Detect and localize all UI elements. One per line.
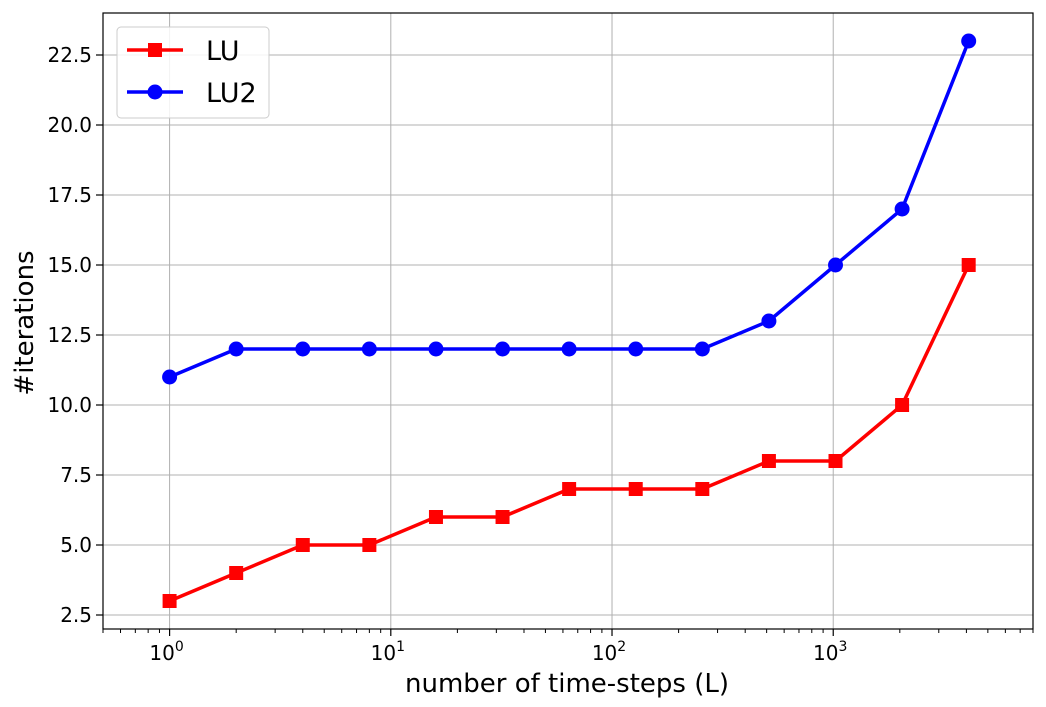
legend-marker-lu (148, 43, 162, 57)
plot-frame (102, 12, 1034, 630)
data-point-lu2 (295, 341, 311, 357)
legend: LU LU2 (116, 26, 270, 119)
y-tick-label: 15.0 (47, 253, 92, 277)
data-point-lu (695, 482, 710, 496)
data-point-lu2 (561, 341, 577, 357)
data-point-lu (362, 538, 377, 552)
plot-series (162, 33, 977, 608)
x-tick-label: 102 (592, 639, 626, 665)
y-tick-label: 10.0 (47, 393, 92, 417)
legend-marker-lu2 (147, 84, 163, 100)
data-point-lu2 (828, 257, 844, 273)
x-tick-label: 103 (813, 639, 847, 665)
data-point-lu2 (361, 341, 377, 357)
data-point-lu2 (694, 341, 710, 357)
y-tick-label: 22.5 (47, 43, 92, 67)
data-point-lu2 (228, 341, 244, 357)
data-point-lu2 (428, 341, 444, 357)
y-tick-label: 2.5 (60, 603, 92, 627)
legend-label-lu2: LU2 (206, 78, 257, 109)
data-point-lu (162, 594, 177, 608)
series-line-lu (168, 264, 971, 603)
series-lu (162, 258, 976, 608)
data-point-lu (428, 510, 443, 524)
y-axis-title: #iterations (10, 250, 40, 395)
series-lu2 (162, 33, 977, 385)
data-point-lu2 (495, 341, 511, 357)
data-point-lu2 (162, 369, 178, 385)
data-point-lu (961, 258, 976, 272)
x-tick-label: 100 (149, 639, 183, 665)
data-point-lu (761, 454, 776, 468)
y-tick-label: 17.5 (47, 183, 92, 207)
data-point-lu2 (894, 201, 910, 217)
axis-ticks: 100 101 102 103 2.5 5.0 7.5 10.0 12.5 15.0 17.5 20.… (47, 43, 1034, 665)
data-point-lu (895, 398, 910, 412)
y-tick-label: 5.0 (60, 533, 92, 557)
data-point-lu2 (961, 33, 977, 49)
data-point-lu (229, 566, 244, 580)
grid (103, 13, 1033, 629)
y-tick-label: 12.5 (47, 323, 92, 347)
data-point-lu (562, 482, 577, 496)
data-point-lu (828, 454, 843, 468)
data-point-lu (495, 510, 510, 524)
data-point-lu (628, 482, 643, 496)
data-point-lu (295, 538, 310, 552)
y-tick-label: 20.0 (47, 113, 92, 137)
legend-label-lu: LU (206, 36, 239, 67)
data-point-lu2 (761, 313, 777, 329)
y-tick-label: 7.5 (60, 463, 92, 487)
x-axis-title: number of time-steps (L) (405, 669, 729, 699)
data-point-lu2 (628, 341, 644, 357)
x-tick-label: 101 (371, 639, 405, 665)
series-line-lu2 (168, 40, 971, 379)
